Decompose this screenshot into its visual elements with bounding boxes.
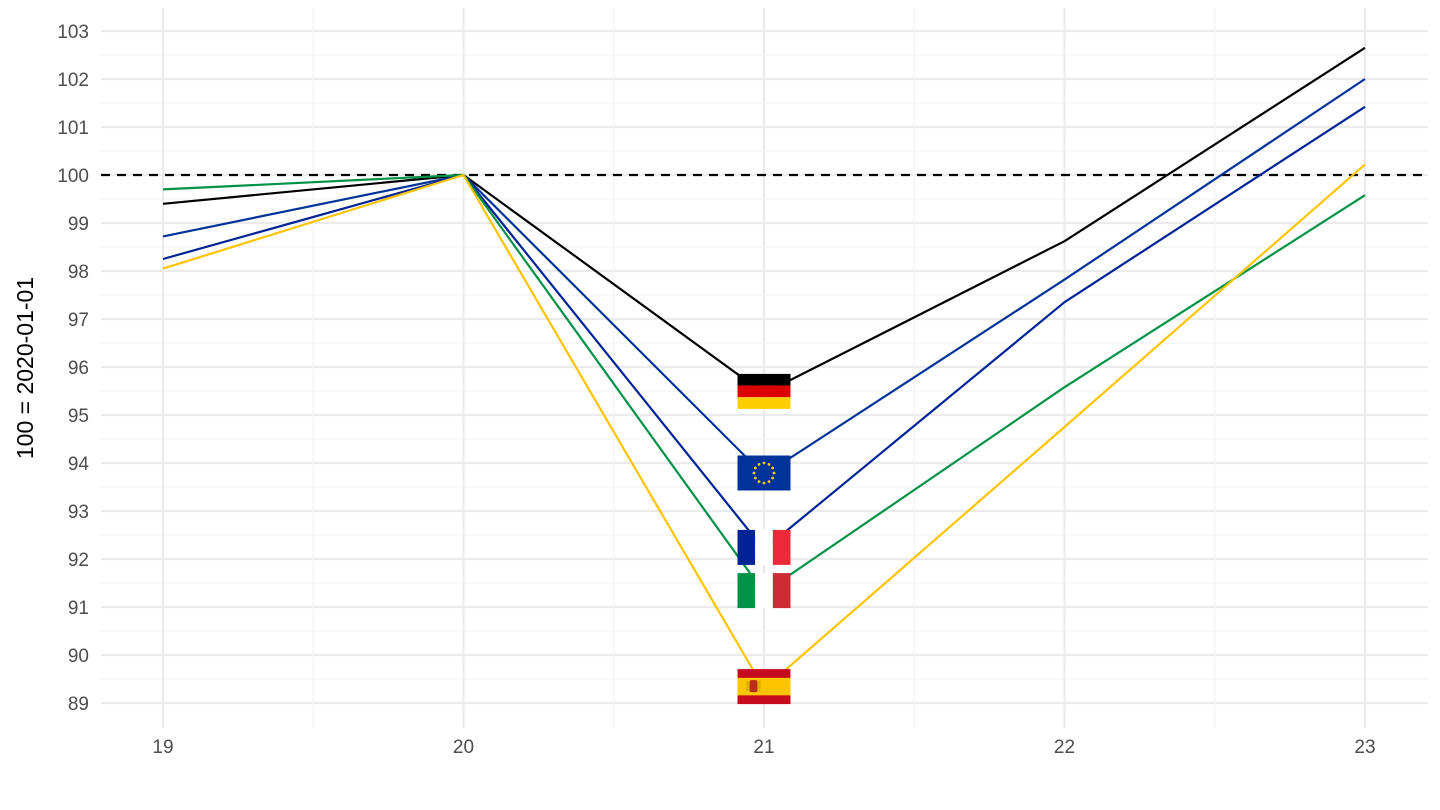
x-tick-label: 20 xyxy=(453,737,474,758)
grid xyxy=(101,8,1428,728)
flag-germany-icon xyxy=(737,373,791,409)
y-tick-label: 99 xyxy=(68,214,89,235)
x-tick-label: 19 xyxy=(152,737,173,758)
y-tick-label: 102 xyxy=(57,70,89,91)
y-tick-label: 96 xyxy=(68,358,89,379)
flag-eu-icon xyxy=(737,455,791,491)
y-tick-label: 90 xyxy=(68,646,89,667)
flag-markers xyxy=(737,373,791,705)
y-tick-label: 97 xyxy=(68,310,89,331)
flag-spain-icon xyxy=(737,669,791,705)
y-axis-title: 100 = 2020-01-01 xyxy=(12,277,38,459)
x-tick-label: 22 xyxy=(1054,737,1075,758)
flag-italy-icon xyxy=(737,573,791,609)
y-tick-label: 101 xyxy=(57,118,89,139)
flag-france-icon xyxy=(737,529,791,565)
y-tick-label: 98 xyxy=(68,262,89,283)
x-tick-label: 21 xyxy=(753,737,774,758)
y-tick-label: 91 xyxy=(68,598,89,619)
y-tick-label: 92 xyxy=(68,550,89,571)
y-tick-label: 93 xyxy=(68,502,89,523)
x-axis-ticks: 19 20 21 22 23 xyxy=(152,737,1375,758)
y-tick-label: 100 xyxy=(57,166,89,187)
y-tick-label: 94 xyxy=(68,454,90,475)
y-tick-label: 89 xyxy=(68,694,89,715)
y-tick-label: 103 xyxy=(57,22,89,43)
x-tick-label: 23 xyxy=(1354,737,1375,758)
y-axis-ticks: 89 90 91 92 93 94 95 96 97 98 99 100 101 102 103 xyxy=(57,22,89,715)
y-tick-label: 95 xyxy=(68,406,89,427)
